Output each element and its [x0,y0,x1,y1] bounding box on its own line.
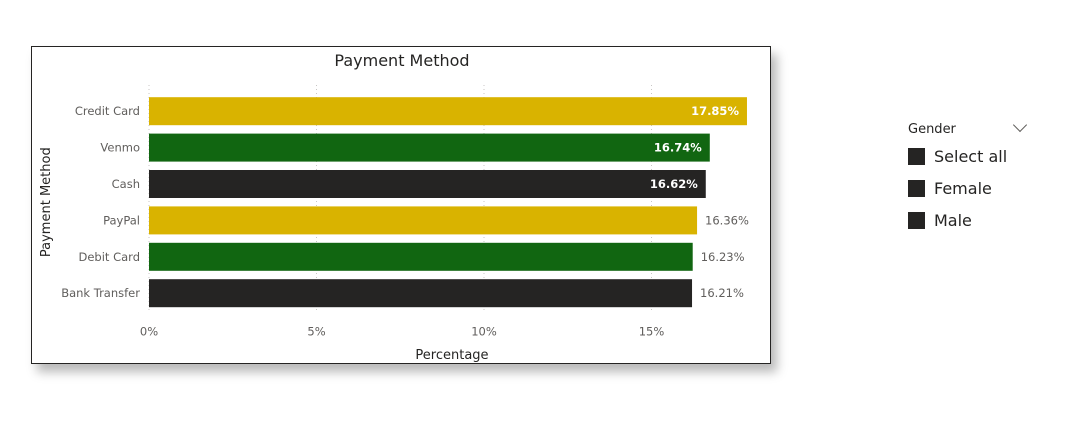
data-label: 16.62% [650,177,698,191]
x-tick-label: 5% [307,324,325,338]
bar [149,242,693,271]
data-label: 16.21% [700,286,744,300]
x-tick-label: 0% [140,324,158,338]
payment-method-chart: 0% 5% 10% 15% Payment Method Percentage Paymen… [31,46,771,364]
x-tick-label: 15% [639,324,665,338]
bar [149,97,747,126]
y-axis-title: Payment Method [39,147,54,257]
category-label: Debit Card [79,250,141,264]
bar [149,133,710,162]
data-label: 17.85% [691,104,739,118]
chevron-down-icon[interactable] [1012,117,1028,133]
slicer-item-label: Select all [934,146,1008,166]
bar [149,206,698,235]
data-label: 16.23% [701,250,745,264]
x-tick-label: 10% [471,324,497,338]
category-label: Cash [112,177,140,191]
slicer-header: Gender [908,117,1033,140]
bar-chart-svg: 0% 5% 10% 15% Payment Method Percentage Paymen… [39,51,749,363]
category-label: Venmo [100,141,140,155]
category-label: Bank Transfer [61,286,140,300]
gender-slicer: Gender Select all Female Male [908,117,1033,236]
checkbox-icon[interactable] [908,211,925,229]
slicer-item-female[interactable]: Female [908,172,1033,204]
bar [149,170,706,198]
category-label: PayPal [103,213,140,227]
category-label: Credit Card [75,104,140,118]
checkbox-icon[interactable] [908,179,925,197]
slicer-item-select-all[interactable]: Select all [908,140,1033,172]
slicer-item-label: Female [934,178,992,198]
x-axis-title: Percentage [415,348,488,363]
slicer-item-label: Male [934,210,972,230]
bar [149,279,693,308]
chart-title: Payment Method [334,51,469,70]
data-label: 16.74% [654,141,702,155]
slicer-title: Gender [908,121,956,137]
slicer-item-male[interactable]: Male [908,204,1033,236]
checkbox-icon[interactable] [908,147,925,165]
data-label: 16.36% [705,213,749,227]
